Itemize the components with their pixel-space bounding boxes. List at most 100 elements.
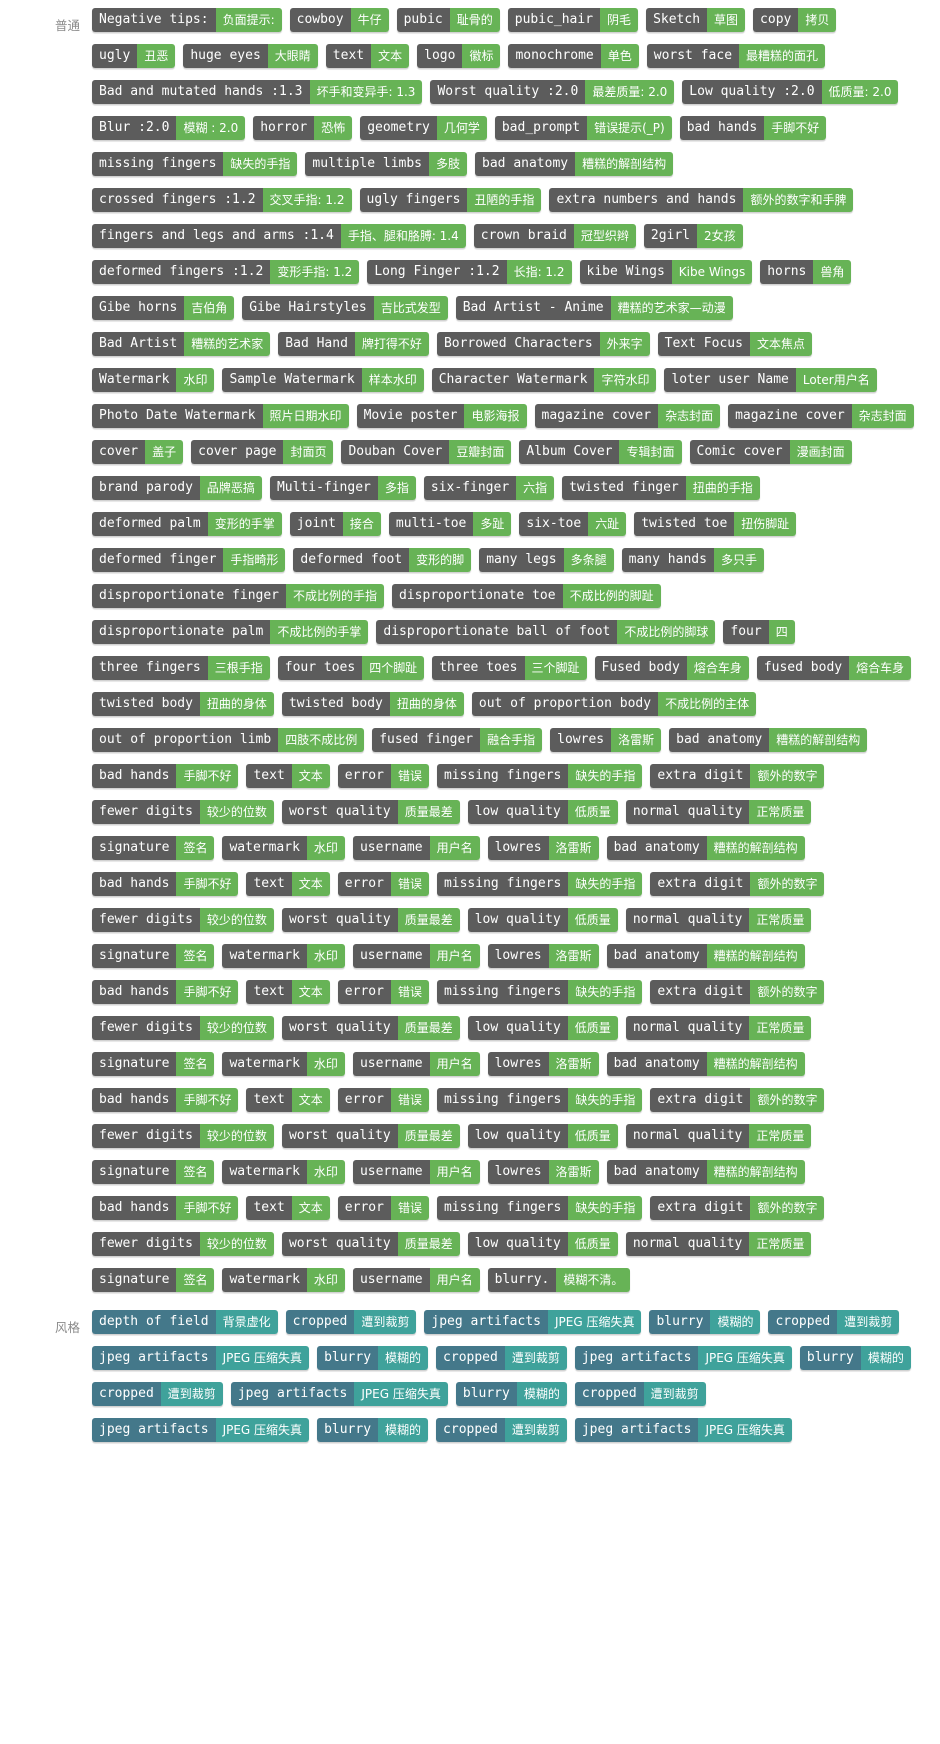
prompt-tag[interactable]: normal quality 正常质量 xyxy=(625,1232,812,1256)
prompt-tag[interactable]: blurry 模糊的 xyxy=(649,1310,761,1334)
prompt-tag[interactable]: text 文本 xyxy=(246,980,330,1004)
prompt-tag[interactable]: six-toe 六趾 xyxy=(519,512,627,536)
prompt-tag[interactable]: fewer digits 较少的位数 xyxy=(92,1232,274,1256)
prompt-tag[interactable]: normal quality 正常质量 xyxy=(625,1124,812,1148)
prompt-tag[interactable]: magazine cover 杂志封面 xyxy=(728,404,914,428)
prompt-tag[interactable]: signature 签名 xyxy=(92,836,215,860)
prompt-tag[interactable]: missing fingers 缺失的手指 xyxy=(436,1196,643,1220)
prompt-tag[interactable]: ugly 丑恶 xyxy=(92,44,176,68)
prompt-tag[interactable]: signature 签名 xyxy=(92,1268,215,1292)
prompt-tag[interactable]: missing fingers 缺失的手指 xyxy=(436,764,643,788)
prompt-tag[interactable]: blurry 模糊的 xyxy=(799,1346,911,1370)
prompt-tag[interactable]: 2girl 2女孩 xyxy=(643,224,743,248)
prompt-tag[interactable]: extra digit 额外的数字 xyxy=(650,980,825,1004)
prompt-tag[interactable]: twisted toe 扭伤脚趾 xyxy=(634,512,797,536)
prompt-tag[interactable]: worst face 最糟糕的面孔 xyxy=(646,44,826,68)
prompt-tag[interactable]: username 用户名 xyxy=(352,1052,480,1076)
prompt-tag[interactable]: error 错误 xyxy=(337,980,429,1004)
prompt-tag[interactable]: pubic_hair 阴毛 xyxy=(507,8,639,32)
prompt-tag[interactable]: blurry 模糊的 xyxy=(317,1418,429,1442)
prompt-tag[interactable]: worst quality 质量最差 xyxy=(281,1016,460,1040)
prompt-tag[interactable]: low quality 低质量 xyxy=(467,908,618,932)
prompt-tag[interactable]: kibe Wings Kibe Wings xyxy=(579,260,753,284)
prompt-tag[interactable]: Movie poster 电影海报 xyxy=(356,404,527,428)
prompt-tag[interactable]: Photo Date Watermark 照片日期水印 xyxy=(92,404,349,428)
prompt-tag[interactable]: Text Focus 文本焦点 xyxy=(657,332,812,356)
prompt-tag[interactable]: signature 签名 xyxy=(92,944,215,968)
prompt-tag[interactable]: bad_prompt 错误提示(_P) xyxy=(494,116,672,140)
prompt-tag[interactable]: watermark 水印 xyxy=(222,836,345,860)
prompt-tag[interactable]: Bad Artist - Anime 糟糕的艺术家—动漫 xyxy=(455,296,733,320)
prompt-tag[interactable]: out of proportion body 不成比例的主体 xyxy=(471,692,757,716)
prompt-tag[interactable]: many hands 多只手 xyxy=(621,548,764,572)
prompt-tag[interactable]: twisted body 扭曲的身体 xyxy=(92,692,274,716)
prompt-tag[interactable]: disproportionate ball of foot 不成比例的脚球 xyxy=(376,620,716,644)
prompt-tag[interactable]: missing fingers 缺失的手指 xyxy=(436,980,643,1004)
prompt-tag[interactable]: text 文本 xyxy=(246,872,330,896)
prompt-tag[interactable]: pubic 耻骨的 xyxy=(396,8,500,32)
prompt-tag[interactable]: Album Cover 专辑封面 xyxy=(519,440,682,464)
prompt-tag[interactable]: Sample Watermark 样本水印 xyxy=(222,368,424,392)
prompt-tag[interactable]: jpeg artifacts JPEG 压缩失真 xyxy=(92,1418,310,1442)
prompt-tag[interactable]: username 用户名 xyxy=(352,944,480,968)
prompt-tag[interactable]: lowres 洛雷斯 xyxy=(487,1052,599,1076)
prompt-tag[interactable]: bad anatomy 糟糕的解剖结构 xyxy=(606,836,805,860)
prompt-tag[interactable]: normal quality 正常质量 xyxy=(625,800,812,824)
prompt-tag[interactable]: low quality 低质量 xyxy=(467,1016,618,1040)
prompt-tag[interactable]: bad hands 手脚不好 xyxy=(92,872,239,896)
prompt-tag[interactable]: text 文本 xyxy=(246,1196,330,1220)
prompt-tag[interactable]: bad anatomy 糟糕的解剖结构 xyxy=(606,1052,805,1076)
prompt-tag[interactable]: username 用户名 xyxy=(352,1160,480,1184)
prompt-tag[interactable]: cropped 遭到裁剪 xyxy=(436,1346,567,1370)
prompt-tag[interactable]: Character Watermark 字符水印 xyxy=(431,368,657,392)
prompt-tag[interactable]: text 文本 xyxy=(325,44,410,68)
prompt-tag[interactable]: Douban Cover 豆瓣封面 xyxy=(341,440,512,464)
prompt-tag[interactable]: depth of field 背景虚化 xyxy=(92,1310,278,1334)
prompt-tag[interactable]: four toes 四个脚趾 xyxy=(277,656,425,680)
prompt-tag[interactable]: error 错误 xyxy=(337,1088,429,1112)
prompt-tag[interactable]: monochrome 单色 xyxy=(508,44,639,68)
prompt-tag[interactable]: watermark 水印 xyxy=(222,1268,345,1292)
prompt-tag[interactable]: huge eyes 大眼睛 xyxy=(183,44,318,68)
prompt-tag[interactable]: four 四 xyxy=(723,620,795,644)
prompt-tag[interactable]: cropped 遭到裁剪 xyxy=(436,1418,567,1442)
prompt-tag[interactable]: lowres 洛雷斯 xyxy=(487,944,599,968)
prompt-tag[interactable]: multiple limbs 多肢 xyxy=(305,152,468,176)
prompt-tag[interactable]: signature 签名 xyxy=(92,1052,215,1076)
prompt-tag[interactable]: extra numbers and hands 额外的数字和手脾 xyxy=(549,188,854,212)
prompt-tag[interactable]: text 文本 xyxy=(246,764,330,788)
prompt-tag[interactable]: brand parody 品牌恶搞 xyxy=(92,476,262,500)
prompt-tag[interactable]: missing fingers 缺失的手指 xyxy=(436,1088,643,1112)
prompt-tag[interactable]: fewer digits 较少的位数 xyxy=(92,800,274,824)
prompt-tag[interactable]: Bad Artist 糟糕的艺术家 xyxy=(92,332,271,356)
prompt-tag[interactable]: bad anatomy 糟糕的解剖结构 xyxy=(606,1160,805,1184)
prompt-tag[interactable]: Blur :2.0 模糊 : 2.0 xyxy=(92,116,246,140)
prompt-tag[interactable]: loter user Name Loter用户名 xyxy=(664,368,877,392)
prompt-tag[interactable]: deformed foot 变形的脚 xyxy=(293,548,472,572)
prompt-tag[interactable]: out of proportion limb 四肢不成比例 xyxy=(92,728,365,752)
prompt-tag[interactable]: watermark 水印 xyxy=(222,1160,345,1184)
prompt-tag[interactable]: Bad Hand 牌打得不好 xyxy=(278,332,429,356)
prompt-tag[interactable]: missing fingers 缺失的手指 xyxy=(92,152,298,176)
prompt-tag[interactable]: error 错误 xyxy=(337,764,429,788)
prompt-tag[interactable]: fewer digits 较少的位数 xyxy=(92,1124,274,1148)
prompt-tag[interactable]: magazine cover 杂志封面 xyxy=(534,404,721,428)
prompt-tag[interactable]: jpeg artifacts JPEG 压缩失真 xyxy=(424,1310,642,1334)
prompt-tag[interactable]: normal quality 正常质量 xyxy=(625,908,812,932)
prompt-tag[interactable]: Gibe Hairstyles 吉比式发型 xyxy=(242,296,448,320)
prompt-tag[interactable]: bad anatomy 糟糕的解剖结构 xyxy=(669,728,868,752)
prompt-tag[interactable]: twisted finger 扭曲的手指 xyxy=(562,476,760,500)
prompt-tag[interactable]: deformed palm 变形的手掌 xyxy=(92,512,282,536)
prompt-tag[interactable]: lowres 洛雷斯 xyxy=(550,728,662,752)
prompt-tag[interactable]: blurry 模糊的 xyxy=(317,1346,429,1370)
prompt-tag[interactable]: Watermark 水印 xyxy=(92,368,215,392)
prompt-tag[interactable]: worst quality 质量最差 xyxy=(281,1232,460,1256)
prompt-tag[interactable]: Fused body 熔合车身 xyxy=(594,656,749,680)
prompt-tag[interactable]: six-finger 六指 xyxy=(423,476,555,500)
prompt-tag[interactable]: fused finger 融合手指 xyxy=(372,728,543,752)
prompt-tag[interactable]: cover page 封面页 xyxy=(191,440,334,464)
prompt-tag[interactable]: horns 兽角 xyxy=(760,260,852,284)
prompt-tag[interactable]: twisted body 扭曲的身体 xyxy=(281,692,464,716)
prompt-tag[interactable]: copy 拷贝 xyxy=(753,8,837,32)
prompt-tag[interactable]: Worst quality :2.0 最差质量: 2.0 xyxy=(430,80,675,104)
